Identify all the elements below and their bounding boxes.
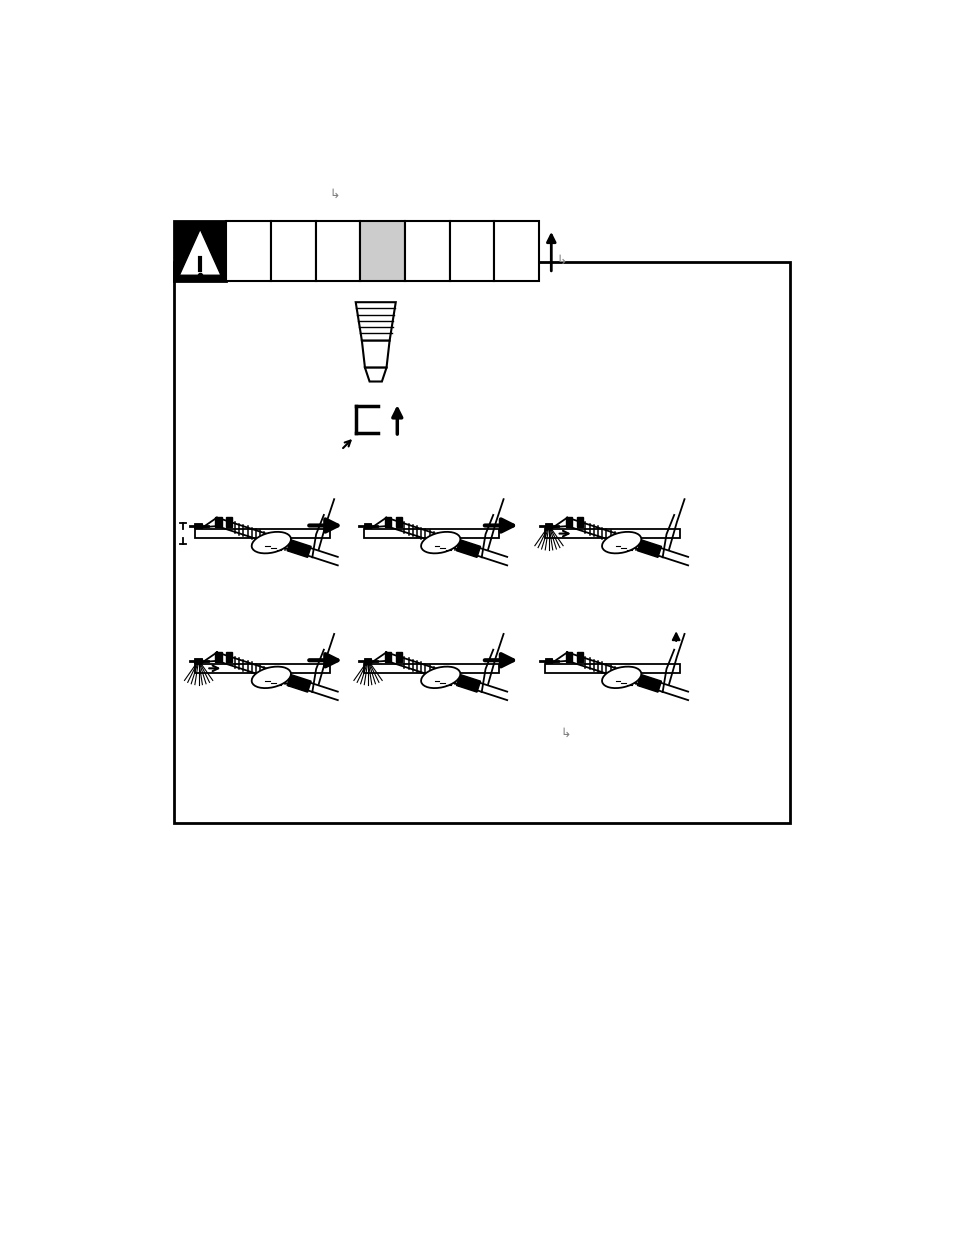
Text: ↳: ↳ xyxy=(557,254,567,267)
Bar xyxy=(364,524,371,526)
Bar xyxy=(226,221,271,282)
Bar xyxy=(384,652,391,662)
Polygon shape xyxy=(355,303,395,341)
Bar xyxy=(364,664,498,673)
Polygon shape xyxy=(287,674,311,692)
Bar xyxy=(545,524,552,527)
Bar xyxy=(395,517,401,527)
Ellipse shape xyxy=(420,667,460,688)
Polygon shape xyxy=(637,540,660,557)
Bar xyxy=(360,221,405,282)
Bar xyxy=(364,658,371,662)
Bar xyxy=(315,221,360,282)
Bar xyxy=(194,530,329,537)
Ellipse shape xyxy=(252,667,291,688)
Bar xyxy=(271,221,315,282)
Polygon shape xyxy=(456,674,480,692)
Polygon shape xyxy=(361,341,389,368)
Bar xyxy=(565,517,571,527)
Bar xyxy=(449,221,494,282)
Bar xyxy=(544,664,679,673)
Bar xyxy=(195,658,202,662)
Ellipse shape xyxy=(252,532,291,553)
Bar xyxy=(194,664,329,673)
Bar xyxy=(494,221,538,282)
Bar xyxy=(173,262,789,823)
Bar xyxy=(195,524,202,526)
Bar xyxy=(405,221,449,282)
Bar xyxy=(226,652,233,662)
Ellipse shape xyxy=(601,667,640,688)
Bar xyxy=(364,524,371,527)
Polygon shape xyxy=(365,368,386,382)
Bar xyxy=(384,517,391,527)
Bar xyxy=(173,221,226,282)
Bar xyxy=(545,524,552,526)
Bar xyxy=(195,658,202,661)
Bar xyxy=(364,658,371,661)
Ellipse shape xyxy=(420,532,460,553)
Bar xyxy=(545,658,552,662)
Polygon shape xyxy=(637,674,660,692)
Bar xyxy=(576,517,582,527)
Bar xyxy=(545,658,552,661)
Text: ↳: ↳ xyxy=(560,727,571,740)
Bar xyxy=(544,530,679,537)
Bar xyxy=(215,517,221,527)
Text: ↳: ↳ xyxy=(329,188,339,201)
Ellipse shape xyxy=(601,532,640,553)
Bar xyxy=(576,652,582,662)
Bar xyxy=(226,517,233,527)
Polygon shape xyxy=(456,540,480,557)
Polygon shape xyxy=(179,228,221,275)
Bar xyxy=(215,652,221,662)
Bar xyxy=(565,652,571,662)
Bar xyxy=(364,530,498,537)
Bar xyxy=(395,652,401,662)
Bar xyxy=(195,524,202,527)
Polygon shape xyxy=(287,540,311,557)
